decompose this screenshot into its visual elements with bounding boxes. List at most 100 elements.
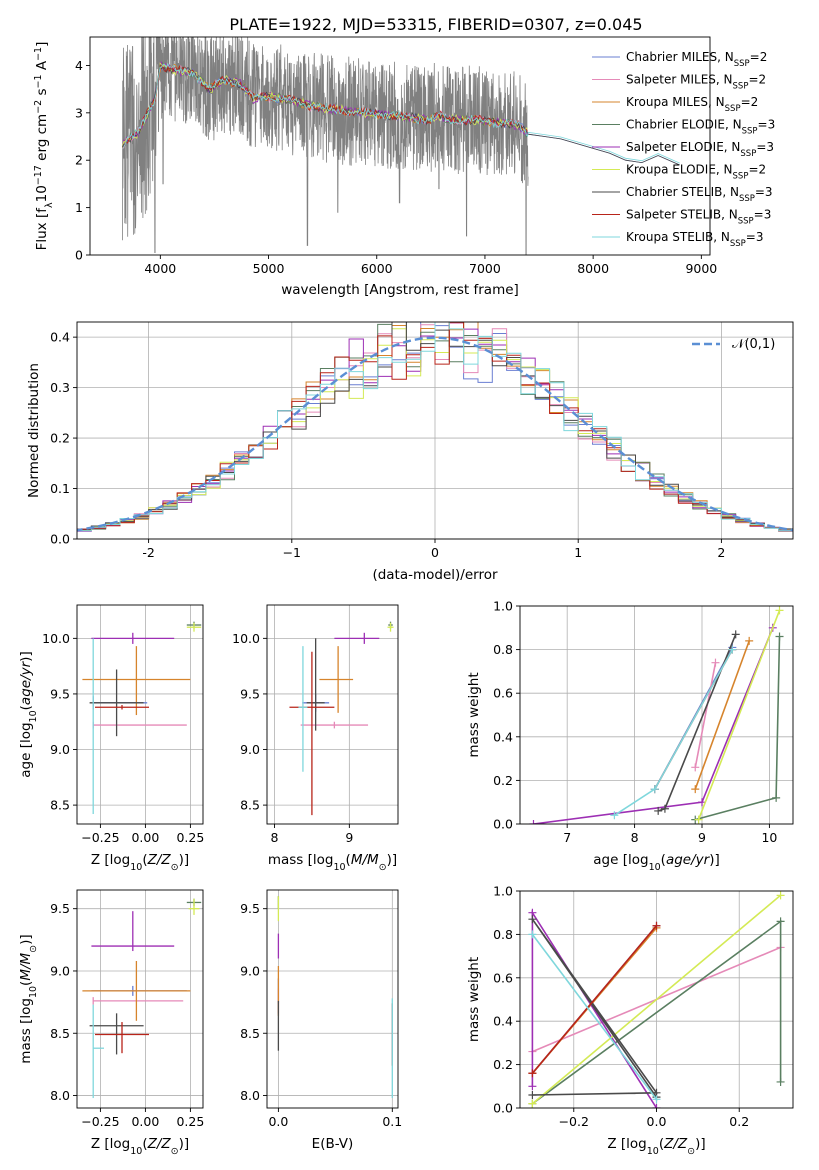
weight-marker (775, 632, 784, 641)
y-axis-label: Normed distribution (26, 363, 42, 498)
label-part: )] (179, 852, 190, 868)
label-part: )] (387, 852, 398, 868)
plot-area (529, 606, 784, 824)
label-part: ( (659, 1136, 664, 1152)
weight-marker (650, 785, 659, 794)
legend-nssp: =2 (748, 163, 766, 177)
panel-age_vs_Z: −0.25 0.00 0.258.59.09.510.0Z [log10(Z/Z⊙)… (18, 604, 204, 873)
y-tick-label: 8.5 (240, 798, 260, 813)
x-tick-label: 8 (631, 830, 639, 845)
label-part: )] (695, 1136, 706, 1152)
label-part: age [log (18, 722, 34, 777)
legend-sub: SSP (738, 217, 754, 227)
x-tick-label: 9000 (685, 261, 717, 276)
weight-marker (691, 763, 700, 772)
weight-line (533, 627, 774, 824)
y-tick-label: 0.4 (493, 729, 513, 744)
legend-nssp: =2 (750, 50, 768, 64)
axes-frame (76, 604, 204, 825)
label-part: M/M (351, 852, 379, 868)
errorbar-point (306, 638, 325, 731)
x-tick-label: −1 (283, 545, 301, 560)
label-part: s (34, 88, 50, 99)
observed-spectrum (122, 37, 529, 255)
y-tick-label: 0 (75, 248, 83, 263)
y-tick-label: 8.0 (240, 1088, 260, 1103)
axes-frame (266, 889, 399, 1109)
errorbar-point (186, 622, 202, 632)
legend-nssp: =2 (741, 95, 759, 109)
weight-marker (694, 815, 703, 824)
errorbar-point (91, 911, 175, 952)
label-part: ] (34, 42, 50, 47)
y-tick-label: 9.5 (50, 901, 70, 916)
label-part: ( (18, 705, 34, 710)
y-tick-label: 0.2 (50, 431, 70, 446)
label-part: 10 (649, 862, 661, 873)
grid (520, 605, 793, 825)
errorbar-point (92, 721, 187, 729)
axes-frame (519, 605, 794, 825)
x-tick-label: 0.0 (647, 1114, 667, 1129)
label-part: 10 (130, 1146, 142, 1157)
label-part: ⊙ (171, 1146, 179, 1157)
label-part: Z/Z (147, 852, 172, 868)
label-part: −1 (33, 74, 44, 88)
label-part: ( (18, 981, 34, 986)
x-axis-label: Z [log10(Z/Z⊙)] (91, 852, 189, 873)
errorbar-point (289, 651, 335, 816)
errorbar-point (89, 669, 144, 737)
y-tick-label: 4 (75, 58, 83, 73)
axes: −0.25 0.00 0.258.08.59.09.5Z [log10(Z/Z⊙)]… (18, 889, 204, 1157)
label-part: Z/Z (663, 1136, 688, 1152)
label-part: A (34, 60, 50, 74)
legend-entry: Kroupa ELODIE, NSSP=2 (626, 163, 766, 182)
legend-sub: SSP (725, 104, 741, 114)
x-axis-label: Z [log10(Z/Z⊙)] (607, 1136, 705, 1157)
legend-sub: SSP (734, 59, 750, 69)
normal-curve (77, 336, 793, 532)
x-tick-label: −0.25 (81, 1114, 119, 1129)
weight-marker (528, 915, 537, 924)
label-part: )] (709, 852, 720, 868)
label-part: ⊙ (28, 945, 39, 953)
legend-sub: SSP (740, 149, 756, 159)
x-tick-label: 0.1 (382, 1114, 402, 1129)
x-tick-label: 6000 (361, 261, 393, 276)
legend-nssp: =3 (754, 208, 772, 222)
label-part: ( (142, 852, 147, 868)
errorbar-point (92, 1004, 104, 1099)
weight-marker (731, 630, 740, 639)
label-part: 10 (34, 185, 50, 202)
errorbar-point (298, 646, 308, 772)
y-tick-label: 2 (75, 153, 83, 168)
label-part: M/M (18, 952, 34, 980)
x-tick-label: −0.25 (81, 830, 119, 845)
residual-histogram (77, 322, 793, 534)
weight-line (531, 894, 782, 1105)
weight-marker (711, 658, 720, 667)
x-tick-label: 0 (431, 545, 439, 560)
legend-entry: Chabrier ELODIE, NSSP=3 (626, 118, 775, 137)
weight-marker (691, 785, 700, 794)
x-tick-label: 5000 (253, 261, 285, 276)
axes-frame (89, 36, 711, 256)
y-tick-label: 0.0 (493, 1101, 513, 1116)
x-tick-label: 0.2 (729, 1114, 749, 1129)
plot-area (82, 621, 202, 814)
x-tick-label: 7 (563, 830, 571, 845)
legend-nssp: =3 (756, 140, 774, 154)
grid (77, 890, 203, 1108)
legend-nssp: =2 (748, 73, 766, 87)
axes-frame (266, 604, 399, 825)
legend-entry: Chabrier STELIB, NSSP=3 (626, 185, 773, 204)
axes: −0.2 0.0 0.2 0.0 0.2 0.4 0.6 0.8 1.0 Z [log10(Z/Z… (466, 884, 794, 1157)
errorbar-point (387, 622, 394, 632)
plot-area (277, 896, 393, 1099)
y-tick-label: 0.2 (493, 1057, 513, 1072)
x-tick-label: -2 (142, 545, 154, 560)
errorbar-point (92, 997, 184, 1005)
legend-nssp: =3 (758, 118, 776, 132)
